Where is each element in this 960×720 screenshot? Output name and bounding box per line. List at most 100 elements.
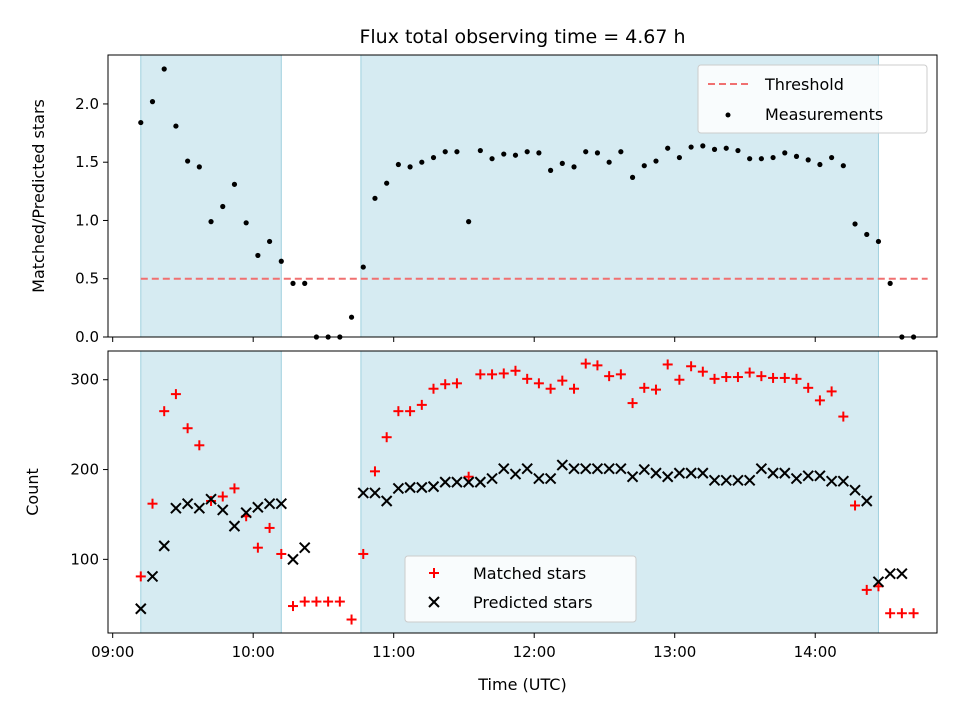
matched-star-point [264, 522, 275, 533]
measurement-point [583, 149, 589, 155]
matched-star-point [522, 373, 533, 384]
predicted-star-point [533, 472, 545, 485]
measurement-point [665, 145, 671, 151]
measurement-point [852, 221, 858, 227]
matched-star-point [159, 406, 170, 417]
predicted-star-point [580, 462, 592, 475]
measurement-point [454, 149, 460, 155]
predicted-star-point [380, 495, 393, 507]
legend-threshold-label: Threshold [764, 75, 844, 94]
legend-predicted-label: Predicted stars [473, 593, 593, 612]
measurement-point [548, 167, 554, 173]
predicted-star-point [884, 568, 896, 580]
measurement-point [255, 252, 261, 259]
predicted-star-point [486, 472, 498, 485]
top-y-tick-label: 1.0 [75, 211, 99, 229]
measurement-point [430, 154, 437, 161]
matched-star-point [627, 398, 638, 409]
measurement-point [618, 149, 624, 155]
predicted-star-point [287, 553, 299, 566]
predicted-star-point [861, 495, 873, 507]
matched-star-point [323, 596, 334, 607]
predicted-star-point [427, 480, 440, 493]
measurement-point [407, 164, 413, 170]
measurement-point [829, 154, 835, 161]
measurement-point [231, 181, 238, 187]
predicted-star-point [462, 476, 475, 488]
predicted-star-point [439, 476, 451, 488]
top-y-tick-label: 1.5 [75, 153, 99, 171]
matched-star-point [334, 596, 345, 607]
matched-star-point [732, 372, 743, 383]
matched-star-point [885, 608, 896, 619]
matched-star-point [229, 483, 240, 494]
matched-star-point [369, 466, 380, 477]
measurement-point [149, 99, 156, 105]
measurement-point [735, 147, 741, 154]
top-shaded-interval-0 [140, 55, 282, 337]
predicted-star-point [392, 482, 405, 495]
legend-predicted-marker [428, 596, 440, 608]
predicted-star-point [697, 467, 709, 479]
predicted-star-point [615, 462, 627, 475]
predicted-star-point [837, 475, 850, 487]
matched-star-point [498, 368, 509, 379]
bottom-shaded-interval-0 [140, 351, 282, 633]
predicted-star-point [474, 476, 487, 488]
legend-measurements-label: Measurements [765, 105, 883, 124]
measurements-layer [138, 66, 917, 340]
measurement-point [864, 231, 870, 238]
bottom-y-tick-label: 100 [70, 550, 99, 568]
predicted-star-point [896, 568, 908, 580]
matched-star-point [510, 365, 521, 376]
matched-star-point [475, 369, 486, 380]
measurement-point [266, 238, 273, 245]
top-legend: Threshold Measurements [697, 64, 928, 134]
matched-star-point [276, 548, 287, 559]
measurement-point [559, 160, 565, 166]
predicted-star-point [498, 462, 510, 475]
matched-star-point [217, 491, 228, 502]
legend-matched-marker [429, 568, 439, 578]
predicted-star-point [275, 497, 288, 510]
measurement-point [805, 157, 811, 163]
top-y-tick-label: 0.0 [75, 328, 99, 346]
predicted-star-point [217, 504, 229, 516]
matched-star-point [393, 406, 404, 417]
measurement-point [220, 203, 226, 210]
x-tick-label: 10:00 [232, 643, 275, 661]
matched-star-point [580, 358, 591, 369]
matched-star-point [615, 369, 626, 380]
measurement-point [758, 156, 764, 162]
top-y-axis: 0.0 0.5 1.0 1.5 2.0 [75, 95, 108, 346]
top-panel: 0.00.51.01.52.0 Matched/Predicted stars … [29, 54, 938, 346]
predicted-star-point [638, 463, 650, 476]
measurement-point [278, 258, 284, 264]
bottom-y-tick-label: 300 [70, 371, 99, 389]
matched-star-point [440, 379, 451, 390]
matched-star-point [791, 373, 802, 384]
measurement-point [524, 149, 530, 155]
measurement-point [770, 154, 776, 161]
matched-star-point [545, 383, 556, 394]
matched-star-point [709, 373, 720, 384]
matched-star-point [299, 596, 310, 607]
predicted-star-point [240, 506, 252, 519]
bottom-legend-box [404, 555, 637, 623]
x-tick-label: 11:00 [372, 643, 415, 661]
matched-star-point [662, 359, 673, 370]
top-axes-frame [107, 54, 938, 338]
predicted-star-point [591, 462, 604, 475]
predicted-star-point [556, 459, 569, 471]
bottom-y-axis-label: Count [23, 468, 42, 516]
predicted-star-point [263, 497, 276, 510]
top-y-axis-label: Matched/Predicted stars [29, 99, 48, 293]
measurement-point [360, 264, 366, 270]
predicted-star-point [416, 481, 428, 494]
measurement-point [395, 161, 401, 168]
matched-star-point [779, 372, 790, 383]
matched-star-point [182, 423, 193, 434]
measurement-point [290, 280, 296, 286]
matched-star-point [170, 389, 181, 400]
matched-star-point [814, 395, 825, 406]
